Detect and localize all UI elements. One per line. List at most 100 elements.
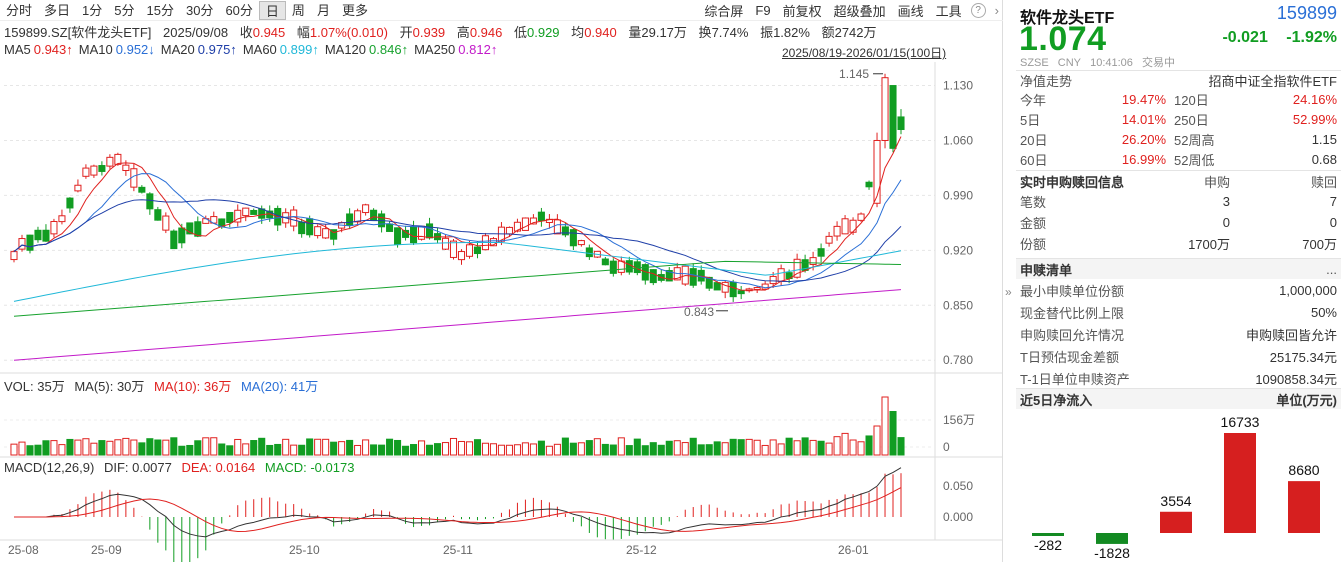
volume-bar (10, 443, 18, 456)
volume-bar (473, 439, 482, 456)
tool-button-1[interactable]: F9 (755, 3, 771, 18)
volume-bar (457, 440, 466, 456)
more-icon[interactable]: ... (1326, 261, 1337, 277)
volume-bar (50, 440, 58, 456)
list-section-title: 申赎清单 (1020, 262, 1073, 278)
ma-legend-item: MA250 0.812↑ (414, 42, 498, 57)
period-tab-9[interactable]: 月 (316, 2, 330, 18)
candle-body (473, 246, 482, 255)
candle-body (449, 240, 458, 258)
volume-bar (833, 436, 841, 456)
fund-name: 软件龙头ETF (1020, 10, 1115, 27)
volume-bar (425, 444, 434, 456)
candle-body (889, 85, 897, 149)
volume-bar (122, 437, 130, 456)
tool-button-0[interactable]: 综合屏 (704, 4, 744, 19)
macd-value: MACD: -0.0173 (264, 460, 355, 475)
candle-body (425, 223, 434, 239)
vol-ma10: MA(10): 36万 (154, 379, 232, 394)
volume-bar (186, 444, 194, 456)
volume-bar (250, 440, 258, 456)
volume-bar (497, 444, 505, 456)
tool-button-5[interactable]: 工具 (935, 4, 962, 19)
nav-section: 净值走势 招商中证全指软件ETF 今年 19.47% 120日 24.16% 5日… (1016, 70, 1341, 169)
ma-legend-item: MA10 0.952↓ (78, 42, 155, 57)
macd-legend: MACD(12,26,9) DIF: 0.0077 DEA: 0.0164 MA… (4, 460, 360, 475)
volume-bar (585, 440, 593, 456)
candle-body (178, 227, 186, 244)
amplitude-value: 1.82% (773, 25, 810, 40)
tool-button-4[interactable]: 画线 (897, 4, 924, 19)
vol-ma20: MA(20): 41万 (240, 379, 319, 394)
volume-bar (242, 443, 250, 456)
symbol-label: 159899.SZ[软件龙头ETF] (4, 25, 152, 40)
candle-body (689, 268, 697, 286)
period-tab-6[interactable]: 60分 (225, 2, 253, 18)
volume-bar (370, 444, 378, 456)
candle-body (34, 229, 42, 241)
volume-bar (274, 443, 282, 456)
candle-body (585, 247, 593, 258)
period-tab-3[interactable]: 5分 (114, 2, 135, 18)
help-icon[interactable]: ? (970, 3, 986, 18)
bar-date: 2025/09/08 (163, 25, 229, 40)
volume-bar (90, 442, 98, 456)
candle-body (306, 218, 314, 236)
candle-body (737, 290, 745, 295)
tool-button-2[interactable]: 前复权 (782, 4, 822, 19)
period-tab-10[interactable]: 更多 (341, 2, 368, 18)
y-tick-label: 0.990 (943, 188, 973, 202)
period-tab-2[interactable]: 1分 (82, 2, 103, 18)
volume-bar (354, 444, 362, 456)
candle-body (146, 193, 154, 210)
inflow-label: 3554 (1160, 493, 1191, 509)
volume-bar (258, 437, 266, 456)
kline-chart[interactable]: 1.130 1.060 0.990 0.920 0.850 0.780 1.145 0.843… (0, 0, 1003, 562)
vol-ma5: MA(5): 30万 (74, 379, 145, 394)
period-tab-4[interactable]: 15分 (146, 2, 174, 18)
candle-body (26, 234, 34, 251)
candle-body (250, 209, 258, 215)
vol-label: VOL: 35万 (4, 379, 65, 394)
candle-body (457, 251, 466, 261)
rt-row: 笔数 3 7 (1020, 194, 1337, 210)
candle-body (354, 210, 362, 223)
candle-body (609, 260, 617, 274)
macd-tick-label: 0.000 (943, 510, 973, 524)
volume-bar (513, 444, 521, 456)
period-tab-8[interactable]: 周 (291, 2, 305, 18)
candle-body (42, 229, 50, 242)
volume-bar (521, 442, 529, 456)
volume-bar (769, 439, 777, 456)
chevron-right-icon[interactable]: › (994, 3, 999, 18)
period-tab-7[interactable]: 日 (258, 0, 286, 20)
period-tab-0[interactable]: 分时 (6, 2, 33, 18)
candle-body (186, 222, 194, 235)
volume-bar (58, 444, 66, 456)
candle-body (649, 269, 657, 284)
nav-trend-label[interactable]: 净值走势 (1020, 73, 1073, 89)
candle-body (10, 251, 18, 261)
candle-body (721, 281, 729, 293)
chart-tools: 综合屏 F9 前复权 超级叠加 画线 工具? › (698, 0, 999, 21)
date-range[interactable]: 2025/08/19-2026/01/15(100日) (782, 46, 947, 60)
period-tab-5[interactable]: 30分 (185, 2, 214, 18)
volume-bar (537, 440, 545, 456)
volume-bar (298, 444, 306, 456)
dea-line (13, 487, 902, 533)
tool-button-3[interactable]: 超级叠加 (833, 4, 886, 19)
volume-bar (841, 432, 849, 456)
candle-body (314, 226, 322, 237)
volume-bar (322, 438, 330, 456)
collapse-panel-icon[interactable]: » (1005, 285, 1012, 299)
ma60-line (13, 242, 902, 302)
period-tab-1[interactable]: 多日 (44, 2, 71, 18)
inflow-bar (1288, 481, 1320, 533)
ma-legend-item: MA5 0.943↑ (4, 42, 73, 57)
volume-bar (441, 442, 450, 456)
inflow-bar (1160, 511, 1192, 533)
volume-bar (481, 442, 490, 456)
candle-body (370, 209, 378, 221)
list-row: T-1日单位申赎资产 1090858.34元 (1020, 371, 1337, 387)
volume-bar (889, 411, 897, 456)
